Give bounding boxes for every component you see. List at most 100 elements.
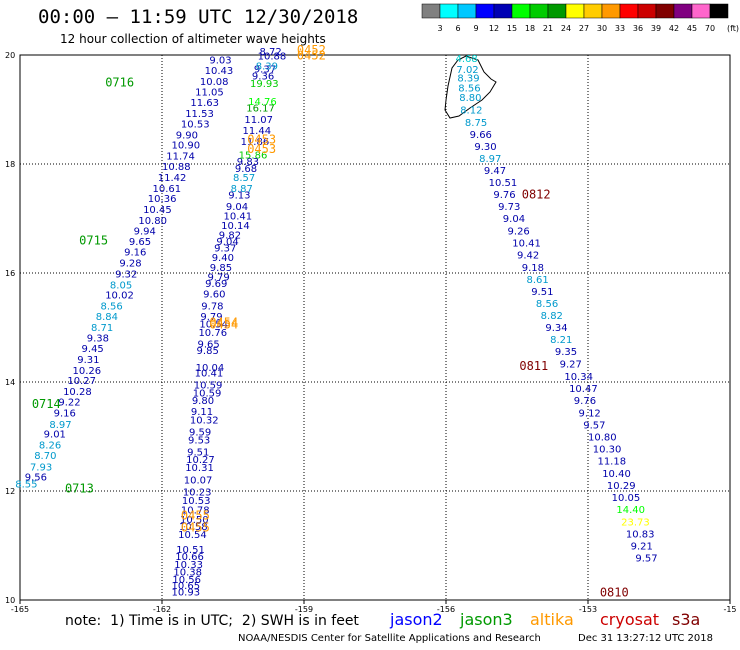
wave-height-point: 8.71 [91,323,113,334]
wave-height-point: 14.76 [248,97,277,108]
pass-time-label: 0455 [181,520,210,534]
wave-height-point: 11.18 [597,456,626,467]
wave-height-point: 9.51 [531,287,553,298]
wave-height-point: 9.11 [191,407,213,418]
wave-height-point: 9.37 [214,244,236,255]
colorbar-label: 12 [489,24,499,33]
pass-time-label: 0455 [181,508,210,522]
colorbar-swatch [709,3,729,19]
wave-height-point: 4.68 [455,54,477,65]
wave-height-point: 11.74 [166,152,195,163]
grid [20,55,730,600]
wave-height-point: 9.36 [252,72,274,83]
wave-height-point: 10.04 [196,363,225,374]
wave-height-point: 10.14 [221,221,250,232]
wave-height-point: 9.18 [522,263,544,274]
wave-height-point: 9.59 [189,427,211,438]
wave-height-values: 8.559.567.938.708.269.018.979.169.2210.2… [15,47,657,599]
wave-height-point: 9.78 [201,302,223,313]
wave-height-point: 10.07 [184,475,213,486]
wave-height-point: 10.59 [193,389,222,400]
wave-height-point: 9.83 [237,157,259,168]
colorbar-label: 70 [705,24,715,33]
pass-time-label: 0453 [247,132,276,146]
pass-time-label: 0452 [297,43,326,57]
pass-time-label: 0452 [297,48,326,62]
legend-s3a: s3a [672,610,701,629]
colorbar-label: 9 [473,24,478,33]
colorbar-swatch [511,3,531,19]
wave-height-point: 9.03 [209,56,231,67]
footer-note: note: 1) Time is in UTC; 2) SWH is in fe… [65,613,359,629]
x-tick-label: -162 [153,605,171,614]
wave-height-point: 10.93 [171,588,200,599]
colorbar-label: 18 [525,24,535,33]
wave-height-point: 9.94 [134,226,156,237]
x-tick-label: -159 [295,605,313,614]
wave-height-point: 9.38 [87,334,109,345]
wave-height-point: 9.28 [119,258,141,269]
wave-height-point: 9.90 [176,130,198,141]
colorbar-label: 27 [579,24,589,33]
wave-height-point: 9.80 [192,396,214,407]
wave-height-point: 10.53 [182,496,211,507]
wave-height-point: 10.05 [612,493,641,504]
colorbar-unit: (ft) [727,24,739,33]
wave-height-point: 10.32 [190,415,219,426]
colorbar-label: 33 [615,24,625,33]
wave-height-point: 11.86 [241,137,270,148]
colorbar-swatch [547,3,567,19]
hawaii-coastline [444,55,497,119]
wave-height-point: 8.97 [49,420,71,431]
wave-height-point: 10.23 [183,487,212,498]
wave-height-point: 10.31 [185,463,214,474]
wave-height-point: 10.76 [198,328,227,339]
colorbar-swatch [475,3,495,19]
wave-height-point: 8.26 [39,440,61,451]
big-island-outline [444,55,497,119]
wave-height-point: 9.65 [129,237,151,248]
pass-time-label: 0811 [519,359,548,373]
wave-height-point: 9.56 [25,473,47,484]
legend-jason2: jason2 [390,610,443,629]
wave-height-point: 10.88 [162,162,191,173]
wave-height-point: 10.78 [181,505,210,516]
wave-height-point: 9.21 [631,541,653,552]
wave-height-point: 19.93 [250,79,279,90]
chart-title: 00:00 – 11:59 UTC 12/30/2018 [38,6,359,28]
pass-time-label: 0810 [600,586,629,600]
colorbar-label: 6 [455,24,460,33]
legend-jason3: jason3 [460,610,513,629]
wave-height-point: 11.44 [242,126,271,137]
colorbar-label: 45 [687,24,697,33]
legend-cryosat: cryosat [600,610,660,629]
wave-height-point: 7.02 [456,65,478,76]
wave-height-point: 10.54 [178,530,207,541]
y-tick-label: 16 [5,269,15,278]
wave-height-point: 10.41 [224,212,253,223]
wave-height-point: 10.38 [173,567,202,578]
wave-height-point: 11.07 [244,115,273,126]
wave-height-point: 10.90 [171,141,200,152]
wave-height-point: 10.45 [143,205,172,216]
pass-time-label: 0716 [105,76,134,90]
x-tick-label: -153 [579,605,597,614]
wave-height-point: 9.57 [583,420,605,431]
y-tick-label: 10 [5,596,15,605]
wave-height-point: 8.56 [458,84,480,95]
wave-height-point: 8.56 [100,302,122,313]
wave-height-point: 8.80 [459,93,481,104]
wave-height-point: 9.53 [188,436,210,447]
wave-height-point: 8.75 [465,118,487,129]
wave-height-point: 10.80 [138,216,167,227]
wave-height-point: 9.79 [207,273,229,284]
pass-time-labels: 0716071507140713045204520453045304540454… [32,43,629,600]
wave-height-point: 10.08 [200,77,229,88]
colorbar-label: 21 [543,24,553,33]
y-tick-label: 12 [5,487,15,496]
wave-height-point: 9.79 [200,312,222,323]
colorbar-label: 39 [651,24,661,33]
colorbar-swatch [493,3,513,19]
colorbar-label: 15 [507,24,517,33]
